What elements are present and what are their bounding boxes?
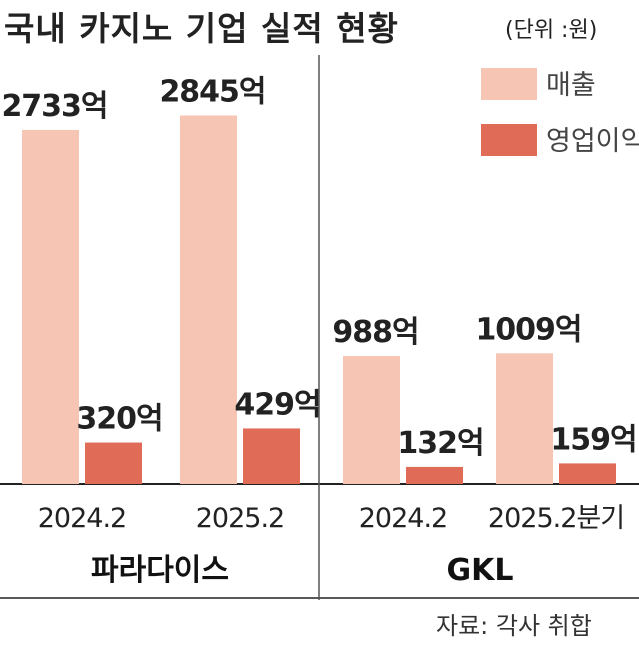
sales-bar xyxy=(180,115,237,485)
legend-label: 영업이익 xyxy=(546,126,639,157)
period-tick-label: 2024.2 xyxy=(38,503,126,534)
profit-data-label: 320억 xyxy=(76,402,162,437)
sales-data-label: 2845억 xyxy=(159,74,265,109)
unit-label: (단위 :원) xyxy=(505,18,598,43)
period-tick-label: 2025.2 xyxy=(196,503,284,534)
profit-bar xyxy=(243,428,300,484)
legend-swatch xyxy=(481,124,537,156)
source-note: 자료: 각사 취합 xyxy=(436,612,592,640)
period-tick-label: 2024.2 xyxy=(359,503,447,534)
group-label: GKL xyxy=(447,553,514,588)
chart-title: 국내 카지노 기업 실적 현황 xyxy=(4,9,399,48)
sales-data-label: 2733억 xyxy=(1,89,107,124)
legend-label: 매출 xyxy=(546,70,596,101)
sales-bar xyxy=(343,356,400,484)
sales-bar xyxy=(22,130,79,484)
profit-bar xyxy=(85,442,142,484)
profit-bar xyxy=(406,466,463,484)
profit-data-label: 132억 xyxy=(397,426,483,461)
legend-swatch xyxy=(481,68,537,100)
sales-data-label: 1009억 xyxy=(475,312,581,347)
profit-bar xyxy=(559,463,616,484)
profit-data-label: 159억 xyxy=(550,422,636,457)
sales-bar xyxy=(496,353,553,484)
group-label: 파라다이스 xyxy=(91,553,229,588)
period-tick-label: 2025.2분기 xyxy=(488,503,624,534)
sales-data-label: 988억 xyxy=(332,315,418,350)
profit-data-label: 429억 xyxy=(234,387,320,422)
